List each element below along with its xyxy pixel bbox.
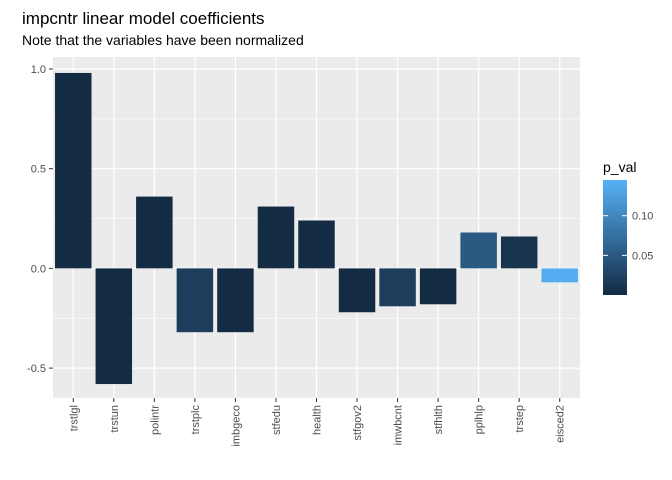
bar-health [298, 220, 335, 269]
bar-trstun [95, 268, 133, 385]
chart-title: impcntr linear model coefficients [22, 9, 265, 28]
x-tick-label-stfhlth: stfhlth [433, 405, 445, 434]
bar-trstlgl [55, 72, 92, 269]
x-tick-label-trstplc: trstplc [190, 405, 202, 435]
x-tick-label-eisced2: eisced2 [555, 405, 567, 443]
bar-polintr [136, 196, 173, 269]
y-tick-label: -0.5 [27, 363, 46, 375]
x-tick-label-pplhlp: pplhlp [474, 405, 486, 434]
bars [55, 72, 578, 385]
bar-stfhlth [419, 268, 457, 305]
bar-imbgeco [217, 268, 254, 333]
x-axis: trstlgl trstun polintr trstplc imbgeco stfedu… [68, 398, 567, 447]
chart-subtitle: Note that the variables have been normal… [22, 32, 304, 48]
x-tick-label-imwbcnt: imwbcnt [393, 405, 405, 445]
bar-stfedu [257, 206, 295, 269]
y-tick-label: 1.0 [31, 64, 46, 76]
x-tick-label-polintr: polintr [149, 405, 161, 435]
legend-title: p_val [603, 159, 636, 175]
x-tick-label-trstun: trstun [109, 405, 121, 433]
x-tick-label-health: health [312, 405, 324, 435]
bar-stfgov2 [338, 268, 376, 313]
y-tick-label: 0.5 [31, 164, 46, 176]
bar-trstplc [176, 268, 214, 333]
x-tick-label-imbgeco: imbgeco [230, 405, 242, 447]
bar-imwbcnt [379, 268, 416, 307]
x-tick-label-stfgov2: stfgov2 [352, 405, 364, 440]
legend-colorbar [603, 180, 627, 295]
legend-tick-label: 0.10 [632, 211, 653, 223]
x-tick-label-trstlgl: trstlgl [68, 405, 80, 431]
x-tick-label-stfedu: stfedu [271, 405, 283, 435]
x-tick-label-trstep: trstep [514, 405, 526, 433]
y-axis: -0.5 0.0 0.5 1.0 [27, 64, 53, 375]
y-tick-label: 0.0 [31, 263, 46, 275]
legend-tick-label: 0.05 [632, 250, 653, 262]
bar-pplhlp [460, 232, 497, 269]
bar-eisced2 [541, 268, 578, 283]
bar-trstep [500, 236, 538, 269]
legend: p_val 0.05 0.10 [603, 159, 653, 295]
